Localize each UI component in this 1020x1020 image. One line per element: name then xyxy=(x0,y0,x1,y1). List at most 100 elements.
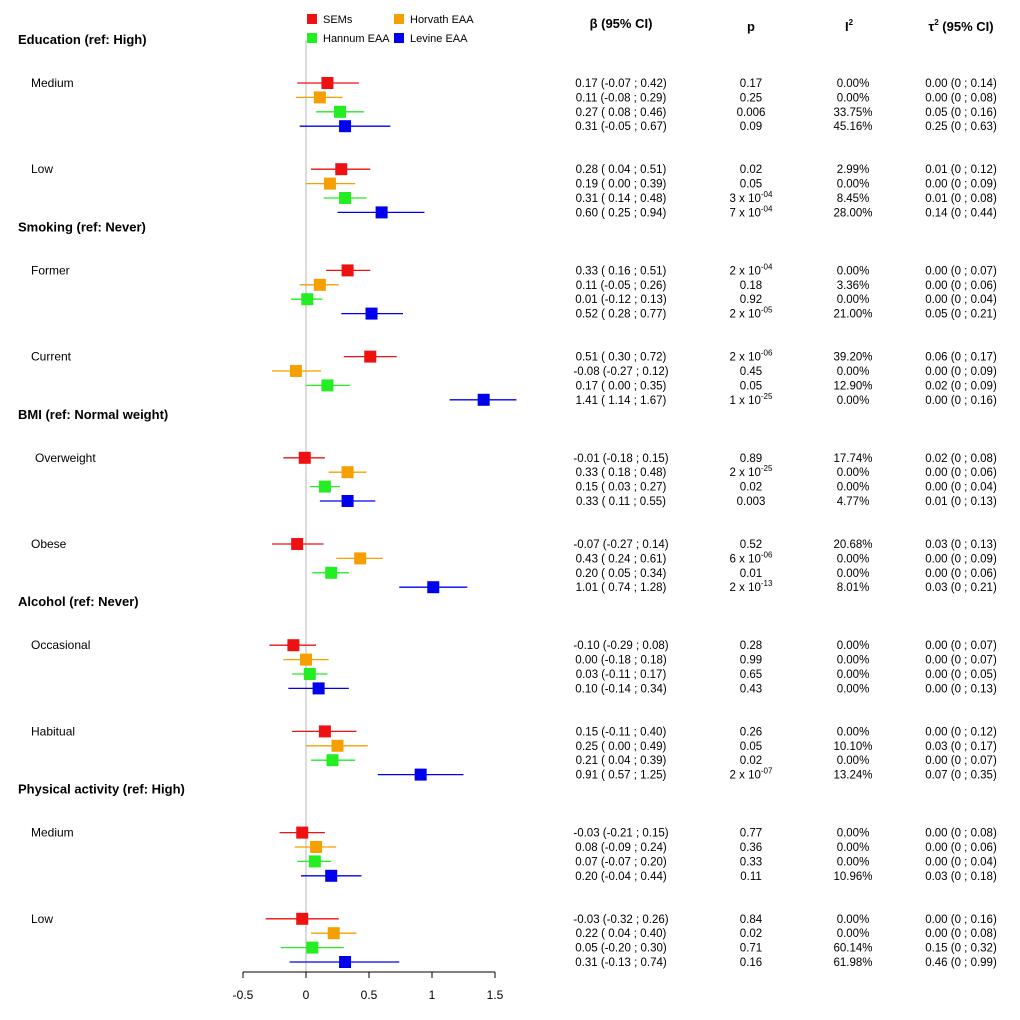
group-label: Occasional xyxy=(31,638,90,652)
i2-cell: 0.00% xyxy=(837,755,870,767)
p-cell: 0.25 xyxy=(740,92,762,104)
estimate-marker xyxy=(310,841,323,853)
p-value: 1 x 10 xyxy=(730,395,761,407)
p-value: 0.05 xyxy=(740,179,762,191)
estimate-marker xyxy=(296,912,309,925)
p-cell: 3 x 10-04 xyxy=(730,190,773,205)
p-value: 2 x 10 xyxy=(730,309,761,321)
tau2-cell: 0.03 (0 ; 0.21) xyxy=(925,582,997,594)
p-exponent: -13 xyxy=(761,579,773,588)
tau2-cell: 0.00 (0 ; 0.04) xyxy=(925,856,997,868)
i2-cell: 0.00% xyxy=(837,856,870,868)
tau2-cell: 0.00 (0 ; 0.06) xyxy=(925,467,997,479)
estimate-marker xyxy=(312,682,325,695)
p-cell: 2 x 10-04 xyxy=(730,262,773,277)
p-cell: 0.16 xyxy=(740,957,762,969)
i2-cell: 10.96% xyxy=(833,871,872,883)
tau2-cell: 0.05 (0 ; 0.16) xyxy=(925,107,997,119)
estimate-marker xyxy=(339,956,352,968)
group-label: Low xyxy=(31,912,53,926)
p-value: 0.84 xyxy=(740,914,763,926)
section-title: Physical activity (ref: High) xyxy=(18,782,185,797)
i2-cell: 0.00% xyxy=(837,395,870,407)
section-title: Education (ref: High) xyxy=(18,32,147,47)
p-exponent: -25 xyxy=(761,392,773,401)
p-cell: 0.18 xyxy=(740,280,762,292)
tau2-cell: 0.01 (0 ; 0.08) xyxy=(925,193,997,205)
p-value: 2 x 10 xyxy=(730,467,761,479)
estimate-marker xyxy=(477,393,490,406)
ci-cell: 0.08 (-0.09 ; 0.24) xyxy=(575,842,667,854)
i2-cell: 0.00% xyxy=(837,294,870,306)
ci-cell: 0.10 (-0.14 ; 0.34) xyxy=(575,683,667,695)
tau2-cell: 0.00 (0 ; 0.09) xyxy=(925,553,997,565)
x-tick-label: 1 xyxy=(429,988,436,1002)
ci-cell: -0.01 (-0.18 ; 0.15) xyxy=(573,453,668,465)
tau2-cell: 0.00 (0 ; 0.07) xyxy=(925,755,997,767)
x-tick-label: 0 xyxy=(303,988,310,1002)
estimate-marker xyxy=(327,927,340,940)
legend-label: Levine EAA xyxy=(410,33,468,45)
tau2-cell: 0.00 (0 ; 0.14) xyxy=(925,78,997,90)
tau2-cell: 0.00 (0 ; 0.08) xyxy=(925,928,997,940)
i2-cell: 20.68% xyxy=(833,539,872,551)
group-label: Medium xyxy=(31,76,74,90)
p-value: 2 x 10 xyxy=(730,352,761,364)
estimate-marker xyxy=(291,538,304,550)
p-cell: 0.05 xyxy=(740,179,762,191)
i2-cell: 0.00% xyxy=(837,928,870,940)
section-title: Alcohol (ref: Never) xyxy=(18,594,139,609)
ci-cell: 0.01 (-0.12 ; 0.13) xyxy=(575,294,667,306)
group-label: Low xyxy=(31,162,53,176)
p-cell: 0.28 xyxy=(740,640,762,652)
p-cell: 2 x 10-05 xyxy=(730,306,773,321)
p-value: 2 x 10 xyxy=(730,770,761,782)
i2-cell: 0.00% xyxy=(837,683,870,695)
p-cell: 0.003 xyxy=(737,496,766,508)
ci-cell: 0.05 (-0.20 ; 0.30) xyxy=(575,943,667,955)
i2-cell: 0.00% xyxy=(837,640,870,652)
tau2-cell: 0.06 (0 ; 0.17) xyxy=(925,352,997,364)
estimate-marker xyxy=(325,566,338,579)
estimate-marker xyxy=(341,466,354,479)
p-cell: 0.36 xyxy=(740,842,762,854)
p-cell: 0.02 xyxy=(740,164,762,176)
column-header-tau2: τ2 (95% CI) xyxy=(928,18,993,34)
p-cell: 0.02 xyxy=(740,755,762,767)
group-label: Medium xyxy=(31,826,74,840)
ci-cell: 0.21 ( 0.04 ; 0.39) xyxy=(576,755,667,767)
estimate-marker xyxy=(287,639,300,652)
ci-cell: 0.27 ( 0.08 ; 0.46) xyxy=(576,107,667,119)
p-value: 0.18 xyxy=(740,280,762,292)
p-value: 0.02 xyxy=(740,755,762,767)
p-exponent: -06 xyxy=(761,349,773,358)
ci-cell: 0.31 ( 0.14 ; 0.48) xyxy=(576,193,667,205)
tau2-cell: 0.02 (0 ; 0.09) xyxy=(925,380,997,392)
tau2-cell: 0.01 (0 ; 0.13) xyxy=(925,496,997,508)
ci-cell: 0.11 (-0.05 ; 0.26) xyxy=(576,280,667,292)
tau2-cell: 0.00 (0 ; 0.07) xyxy=(925,655,997,667)
p-cell: 0.45 xyxy=(740,366,762,378)
p-exponent: -06 xyxy=(761,550,773,559)
p-value: 3 x 10 xyxy=(730,193,761,205)
p-cell: 7 x 10-04 xyxy=(730,204,773,219)
p-cell: 2 x 10-07 xyxy=(730,767,773,782)
p-cell: 2 x 10-06 xyxy=(730,349,773,364)
section-title: Smoking (ref: Never) xyxy=(18,219,146,234)
tau2-cell: 0.46 (0 ; 0.99) xyxy=(925,957,997,969)
p-value: 0.05 xyxy=(740,741,762,753)
i2-cell: 33.75% xyxy=(833,107,872,119)
p-value: 0.02 xyxy=(740,928,762,940)
estimate-marker xyxy=(341,495,354,507)
section-title: BMI (ref: Normal weight) xyxy=(18,407,168,422)
i2-cell: 0.00% xyxy=(837,568,870,580)
ci-cell: 0.20 ( 0.05 ; 0.34) xyxy=(576,568,667,580)
p-cell: 0.89 xyxy=(740,453,762,465)
ci-cell: -0.03 (-0.32 ; 0.26) xyxy=(573,914,668,926)
ci-cell: 0.11 (-0.08 ; 0.29) xyxy=(576,92,667,104)
ci-cell: -0.03 (-0.21 ; 0.15) xyxy=(573,828,668,840)
legend-label: Horvath EAA xyxy=(410,14,474,26)
p-cell: 0.92 xyxy=(740,294,762,306)
tau2-cell: 0.03 (0 ; 0.13) xyxy=(925,539,997,551)
group-label: Current xyxy=(31,350,72,364)
